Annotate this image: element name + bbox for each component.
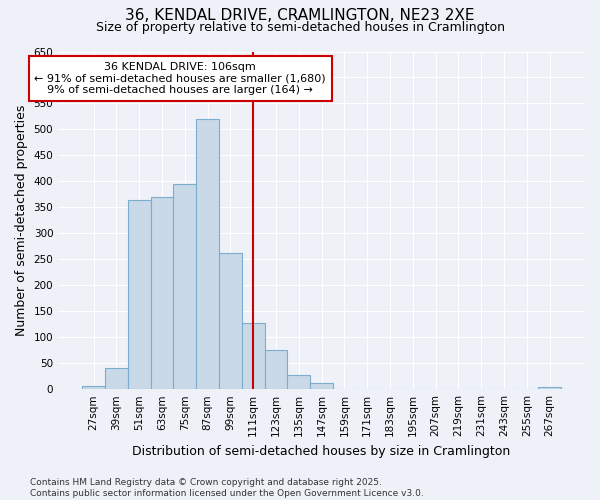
X-axis label: Distribution of semi-detached houses by size in Cramlington: Distribution of semi-detached houses by … <box>133 444 511 458</box>
Bar <box>265 350 287 389</box>
Bar <box>538 387 561 389</box>
Bar <box>196 119 219 389</box>
Bar <box>310 383 333 389</box>
Bar <box>287 375 310 389</box>
Y-axis label: Number of semi-detached properties: Number of semi-detached properties <box>15 104 28 336</box>
Bar <box>219 252 242 389</box>
Bar <box>173 184 196 389</box>
Bar <box>242 322 265 389</box>
Bar <box>151 197 173 389</box>
Bar <box>105 368 128 389</box>
Text: Contains HM Land Registry data © Crown copyright and database right 2025.
Contai: Contains HM Land Registry data © Crown c… <box>30 478 424 498</box>
Text: Size of property relative to semi-detached houses in Cramlington: Size of property relative to semi-detach… <box>95 21 505 34</box>
Text: 36 KENDAL DRIVE: 106sqm
← 91% of semi-detached houses are smaller (1,680)
9% of : 36 KENDAL DRIVE: 106sqm ← 91% of semi-de… <box>34 62 326 95</box>
Bar <box>128 200 151 389</box>
Text: 36, KENDAL DRIVE, CRAMLINGTON, NE23 2XE: 36, KENDAL DRIVE, CRAMLINGTON, NE23 2XE <box>125 8 475 22</box>
Bar <box>82 386 105 389</box>
